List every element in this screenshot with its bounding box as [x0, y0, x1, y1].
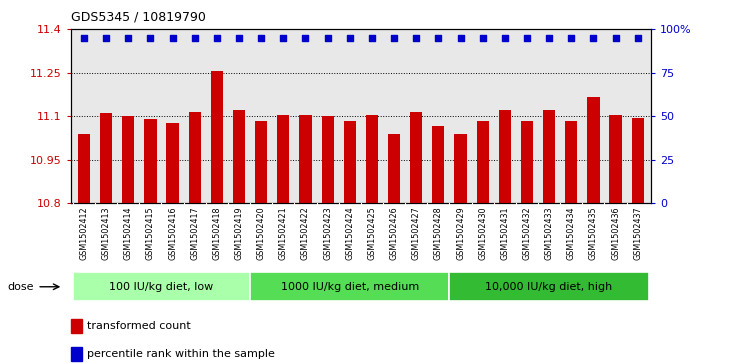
Point: [588, 35, 600, 41]
Point: [388, 35, 400, 41]
Text: GSM1502422: GSM1502422: [301, 207, 310, 260]
Text: 100 IU/kg diet, low: 100 IU/kg diet, low: [109, 282, 214, 292]
Point: [632, 35, 644, 41]
Bar: [144, 119, 156, 203]
Point: [543, 35, 555, 41]
Point: [321, 35, 333, 41]
Text: GSM1502419: GSM1502419: [234, 207, 243, 260]
Text: GSM1502433: GSM1502433: [545, 207, 554, 260]
Text: GSM1502417: GSM1502417: [190, 207, 199, 260]
Point: [477, 35, 489, 41]
Text: 1000 IU/kg diet, medium: 1000 IU/kg diet, medium: [280, 282, 419, 292]
Text: GSM1502423: GSM1502423: [323, 207, 332, 260]
Point: [300, 35, 312, 41]
Text: GSM1502416: GSM1502416: [168, 207, 177, 260]
Text: GSM1502425: GSM1502425: [368, 207, 376, 260]
Bar: [455, 134, 466, 203]
Bar: [609, 115, 622, 203]
Bar: [189, 112, 201, 203]
Point: [521, 35, 533, 41]
Bar: [432, 126, 444, 203]
Text: GSM1502429: GSM1502429: [456, 207, 465, 260]
Point: [100, 35, 112, 41]
Text: GSM1502431: GSM1502431: [500, 207, 510, 260]
Text: GSM1502436: GSM1502436: [611, 207, 620, 260]
Point: [609, 35, 621, 41]
Text: GSM1502418: GSM1502418: [212, 207, 222, 260]
Text: GSM1502435: GSM1502435: [589, 207, 598, 260]
Point: [167, 35, 179, 41]
Bar: [587, 97, 600, 203]
Point: [565, 35, 577, 41]
Point: [278, 35, 289, 41]
Bar: [565, 121, 577, 203]
Bar: [410, 112, 423, 203]
Bar: [100, 113, 112, 203]
Point: [233, 35, 245, 41]
Point: [366, 35, 378, 41]
Point: [255, 35, 267, 41]
Text: GSM1502412: GSM1502412: [80, 207, 89, 260]
Bar: [71, 347, 82, 361]
Text: GSM1502413: GSM1502413: [102, 207, 111, 260]
Point: [211, 35, 222, 41]
Bar: [278, 115, 289, 203]
Bar: [71, 319, 82, 333]
Bar: [321, 116, 334, 203]
Text: GSM1502432: GSM1502432: [522, 207, 531, 260]
Text: percentile rank within the sample: percentile rank within the sample: [88, 348, 275, 359]
Bar: [344, 121, 356, 203]
Bar: [78, 134, 90, 203]
Bar: [521, 121, 533, 203]
Text: GSM1502420: GSM1502420: [257, 207, 266, 260]
Point: [432, 35, 444, 41]
Text: GSM1502424: GSM1502424: [345, 207, 354, 260]
Text: GSM1502430: GSM1502430: [478, 207, 487, 260]
Bar: [299, 115, 312, 203]
Bar: [366, 115, 378, 203]
FancyBboxPatch shape: [449, 272, 649, 301]
Text: GDS5345 / 10819790: GDS5345 / 10819790: [71, 11, 205, 24]
Bar: [388, 134, 400, 203]
Text: transformed count: transformed count: [88, 321, 191, 331]
Point: [144, 35, 156, 41]
FancyBboxPatch shape: [250, 272, 449, 301]
Text: GSM1502427: GSM1502427: [411, 207, 420, 260]
Bar: [233, 110, 245, 203]
Bar: [167, 123, 179, 203]
Bar: [255, 121, 267, 203]
Point: [455, 35, 466, 41]
Point: [78, 35, 90, 41]
Bar: [543, 110, 555, 203]
Text: GSM1502414: GSM1502414: [124, 207, 132, 260]
Point: [499, 35, 511, 41]
Text: GSM1502428: GSM1502428: [434, 207, 443, 260]
Bar: [122, 116, 135, 203]
Text: GSM1502421: GSM1502421: [279, 207, 288, 260]
FancyBboxPatch shape: [73, 272, 250, 301]
Text: GSM1502437: GSM1502437: [633, 207, 642, 260]
Bar: [211, 71, 223, 203]
Text: GSM1502426: GSM1502426: [390, 207, 399, 260]
Bar: [477, 121, 489, 203]
Text: dose: dose: [7, 282, 34, 292]
Bar: [632, 118, 644, 203]
Point: [410, 35, 422, 41]
Point: [189, 35, 201, 41]
Point: [122, 35, 134, 41]
Text: GSM1502434: GSM1502434: [567, 207, 576, 260]
Text: 10,000 IU/kg diet, high: 10,000 IU/kg diet, high: [486, 282, 613, 292]
Point: [344, 35, 356, 41]
Bar: [498, 110, 511, 203]
Text: GSM1502415: GSM1502415: [146, 207, 155, 260]
